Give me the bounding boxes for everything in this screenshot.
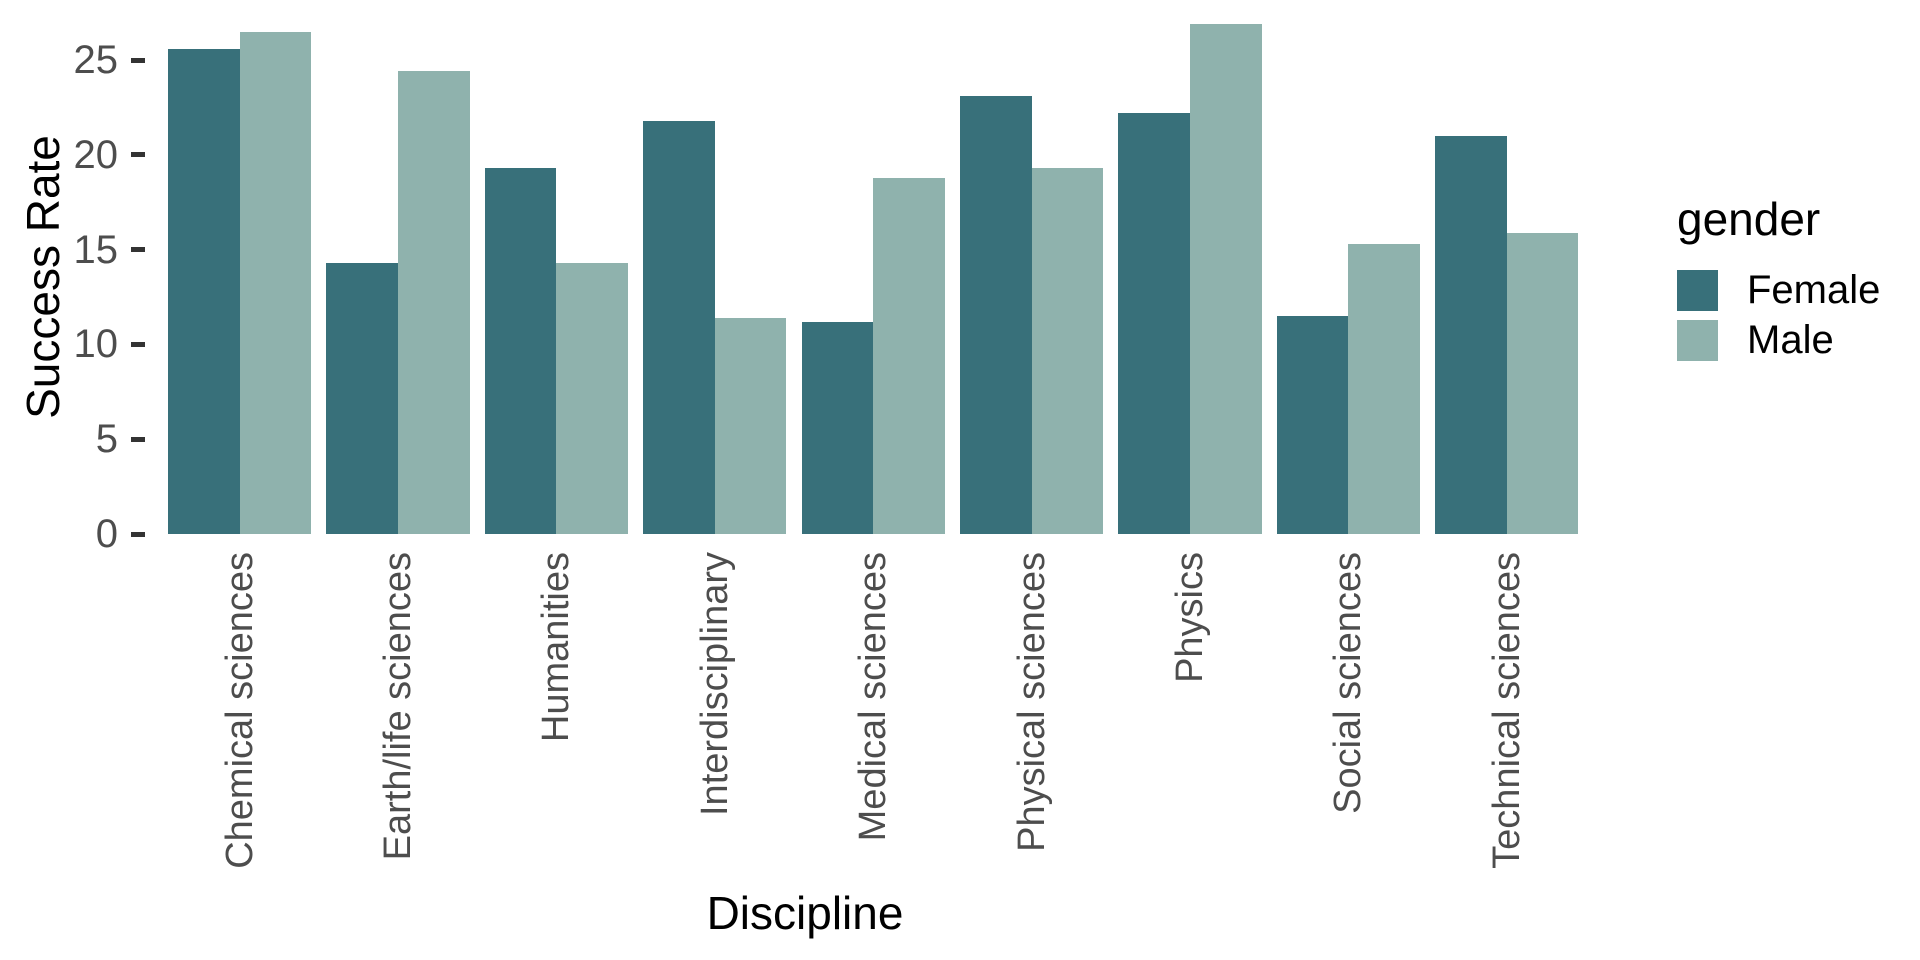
- x-axis-title: Discipline: [706, 887, 904, 939]
- legend-item-male: Male: [1677, 318, 1880, 363]
- bar-male-5: [873, 177, 945, 534]
- y-tick-mark: [131, 247, 145, 253]
- bar-male-1: [239, 31, 312, 534]
- bar-male-9: [1506, 232, 1579, 534]
- bar-female-7: [1118, 113, 1190, 534]
- legend-items: Female Male: [1677, 268, 1880, 363]
- bar-male-7: [1190, 23, 1262, 534]
- y-tick-mark: [131, 57, 145, 63]
- y-tick-label: 20: [73, 132, 119, 177]
- bar-female-3: [484, 168, 557, 534]
- bar-male-2: [398, 71, 470, 534]
- x-tick-label: Interdisciplinary: [693, 552, 736, 816]
- y-tick-label: 15: [73, 227, 119, 272]
- x-tick-label: Technical sciences: [1485, 552, 1528, 869]
- bar-male-4: [714, 317, 787, 534]
- bar-male-6: [1031, 168, 1104, 534]
- x-tick-label: Chemical sciences: [218, 552, 261, 869]
- y-tick-mark: [131, 531, 145, 537]
- bar-female-9: [1435, 135, 1507, 534]
- x-tick-label: Physics: [1169, 552, 1211, 683]
- x-tick-label: Physical sciences: [1010, 552, 1053, 852]
- x-tick-label: Earth/life sciences: [377, 552, 419, 861]
- y-tick-label: 25: [73, 38, 119, 82]
- bar-male-8: [1348, 243, 1420, 534]
- y-tick-label: 0: [95, 512, 118, 556]
- bar-female-5: [801, 321, 874, 534]
- bar-female-4: [643, 120, 715, 534]
- bar-male-3: [556, 262, 628, 534]
- y-tick-label: 5: [95, 417, 118, 462]
- y-tick-mark: [131, 152, 145, 158]
- y-tick-label: 10: [73, 322, 119, 367]
- y-tick-mark: [131, 341, 145, 347]
- bar-female-6: [960, 96, 1032, 534]
- bar-female-1: [168, 48, 240, 534]
- bar-female-8: [1276, 315, 1349, 534]
- legend-label-male: Male: [1747, 318, 1834, 362]
- x-tick-label: Social sciences: [1327, 552, 1370, 814]
- legend-label-female: Female: [1747, 268, 1881, 312]
- x-tick-label: Medical sciences: [852, 552, 895, 842]
- y-tick-mark: [131, 436, 145, 442]
- legend-swatch-male: [1677, 320, 1718, 361]
- legend-swatch-female: [1677, 270, 1718, 311]
- bar-female-2: [326, 262, 398, 534]
- legend: gender Female Male: [1677, 193, 1880, 368]
- legend-item-female: Female: [1677, 268, 1880, 313]
- x-tick-label: Humanities: [535, 552, 578, 743]
- legend-title: gender: [1677, 193, 1821, 245]
